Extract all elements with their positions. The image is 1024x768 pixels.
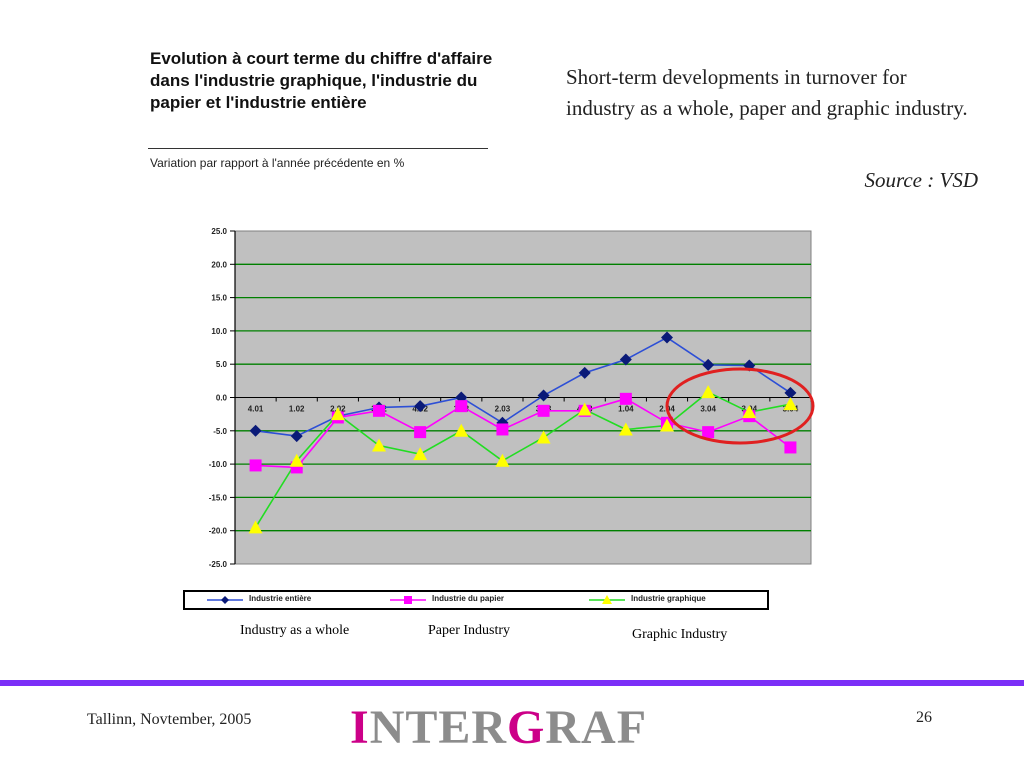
caption-industry-as-a-whole: Industry as a whole xyxy=(240,623,350,638)
data-point xyxy=(413,447,428,461)
legend-label: Industrie du papier xyxy=(432,594,505,603)
highlight-circle xyxy=(665,367,815,445)
data-point xyxy=(290,430,303,443)
y-tick-label: 15.0 xyxy=(211,294,227,303)
data-point xyxy=(537,389,550,402)
data-point xyxy=(783,397,798,411)
footer-location-date: Tallinn, Novtember, 2005 xyxy=(87,711,252,728)
data-point xyxy=(537,404,550,417)
english-slide-title: Short-term developments in turnover for … xyxy=(566,65,968,120)
data-point xyxy=(701,385,716,399)
y-tick-label: -10.0 xyxy=(209,460,228,469)
data-point xyxy=(372,438,386,452)
data-point xyxy=(414,400,427,413)
data-point xyxy=(702,358,715,371)
y-tick-label: 20.0 xyxy=(211,260,227,269)
data-point xyxy=(618,422,633,436)
data-point xyxy=(577,402,592,416)
title-underline xyxy=(148,148,488,149)
data-point xyxy=(414,426,427,439)
data-point xyxy=(536,430,551,444)
legend-swatch-triangle xyxy=(589,595,625,604)
caption-paper-industry: Paper Industry xyxy=(428,623,511,638)
data-point xyxy=(578,366,591,379)
y-tick-label: -20.0 xyxy=(209,527,228,536)
legend-swatch-square xyxy=(390,596,426,604)
x-tick-label: 1.02 xyxy=(289,405,305,414)
data-point xyxy=(495,453,510,467)
y-tick-label: -5.0 xyxy=(213,427,227,436)
data-point xyxy=(330,407,345,421)
data-point xyxy=(742,405,757,419)
y-tick-label: 10.0 xyxy=(211,327,227,336)
x-tick-label: 2.03 xyxy=(495,405,511,414)
series-line-2 xyxy=(255,397,791,469)
data-point xyxy=(249,424,262,437)
french-chart-title: Evolution à court terme du chiffre d'aff… xyxy=(150,49,493,112)
data-point xyxy=(702,426,715,439)
data-point xyxy=(619,353,632,366)
y-tick-label: -25.0 xyxy=(209,560,228,569)
y-tick-label: 25.0 xyxy=(211,227,227,236)
french-chart-subtitle: Variation par rapport à l'année précéden… xyxy=(150,156,405,170)
x-tick-label: 1.04 xyxy=(618,405,634,414)
data-point xyxy=(289,453,304,467)
series-line-1 xyxy=(255,336,791,437)
data-point xyxy=(661,331,673,344)
data-point xyxy=(619,392,632,405)
data-point xyxy=(454,423,469,437)
y-tick-label: 5.0 xyxy=(216,360,228,369)
data-point xyxy=(249,459,262,472)
x-tick-label: 3.04 xyxy=(700,405,716,414)
source-note: Source : VSD xyxy=(864,168,978,192)
legend-label: Industrie entière xyxy=(249,594,312,603)
data-point xyxy=(784,441,797,454)
data-point xyxy=(784,386,797,399)
page-number: 26 xyxy=(916,709,932,726)
data-point xyxy=(660,418,674,432)
data-point xyxy=(455,400,468,413)
y-tick-label: -15.0 xyxy=(209,493,228,502)
data-point xyxy=(248,520,263,534)
y-tick-label: 0.0 xyxy=(216,394,228,403)
x-tick-label: 4.01 xyxy=(248,405,264,414)
data-point xyxy=(373,404,385,417)
chart-legend: Industrie entière Industrie du papier In… xyxy=(183,590,769,610)
intergraf-logo: INTERGRAF xyxy=(350,701,648,754)
line-chart: 25.0 20.0 15.0 10.0 5.0 0.0 -5.0 -10.0 -15.0 -20.… xyxy=(209,227,815,569)
legend-label: Industrie graphique xyxy=(631,594,706,603)
series-line-3 xyxy=(254,391,791,528)
legend-swatch-diamond xyxy=(207,596,243,604)
data-point xyxy=(496,423,509,436)
footer-divider xyxy=(0,680,1024,686)
caption-graphic-industry: Graphic Industry xyxy=(632,627,728,642)
